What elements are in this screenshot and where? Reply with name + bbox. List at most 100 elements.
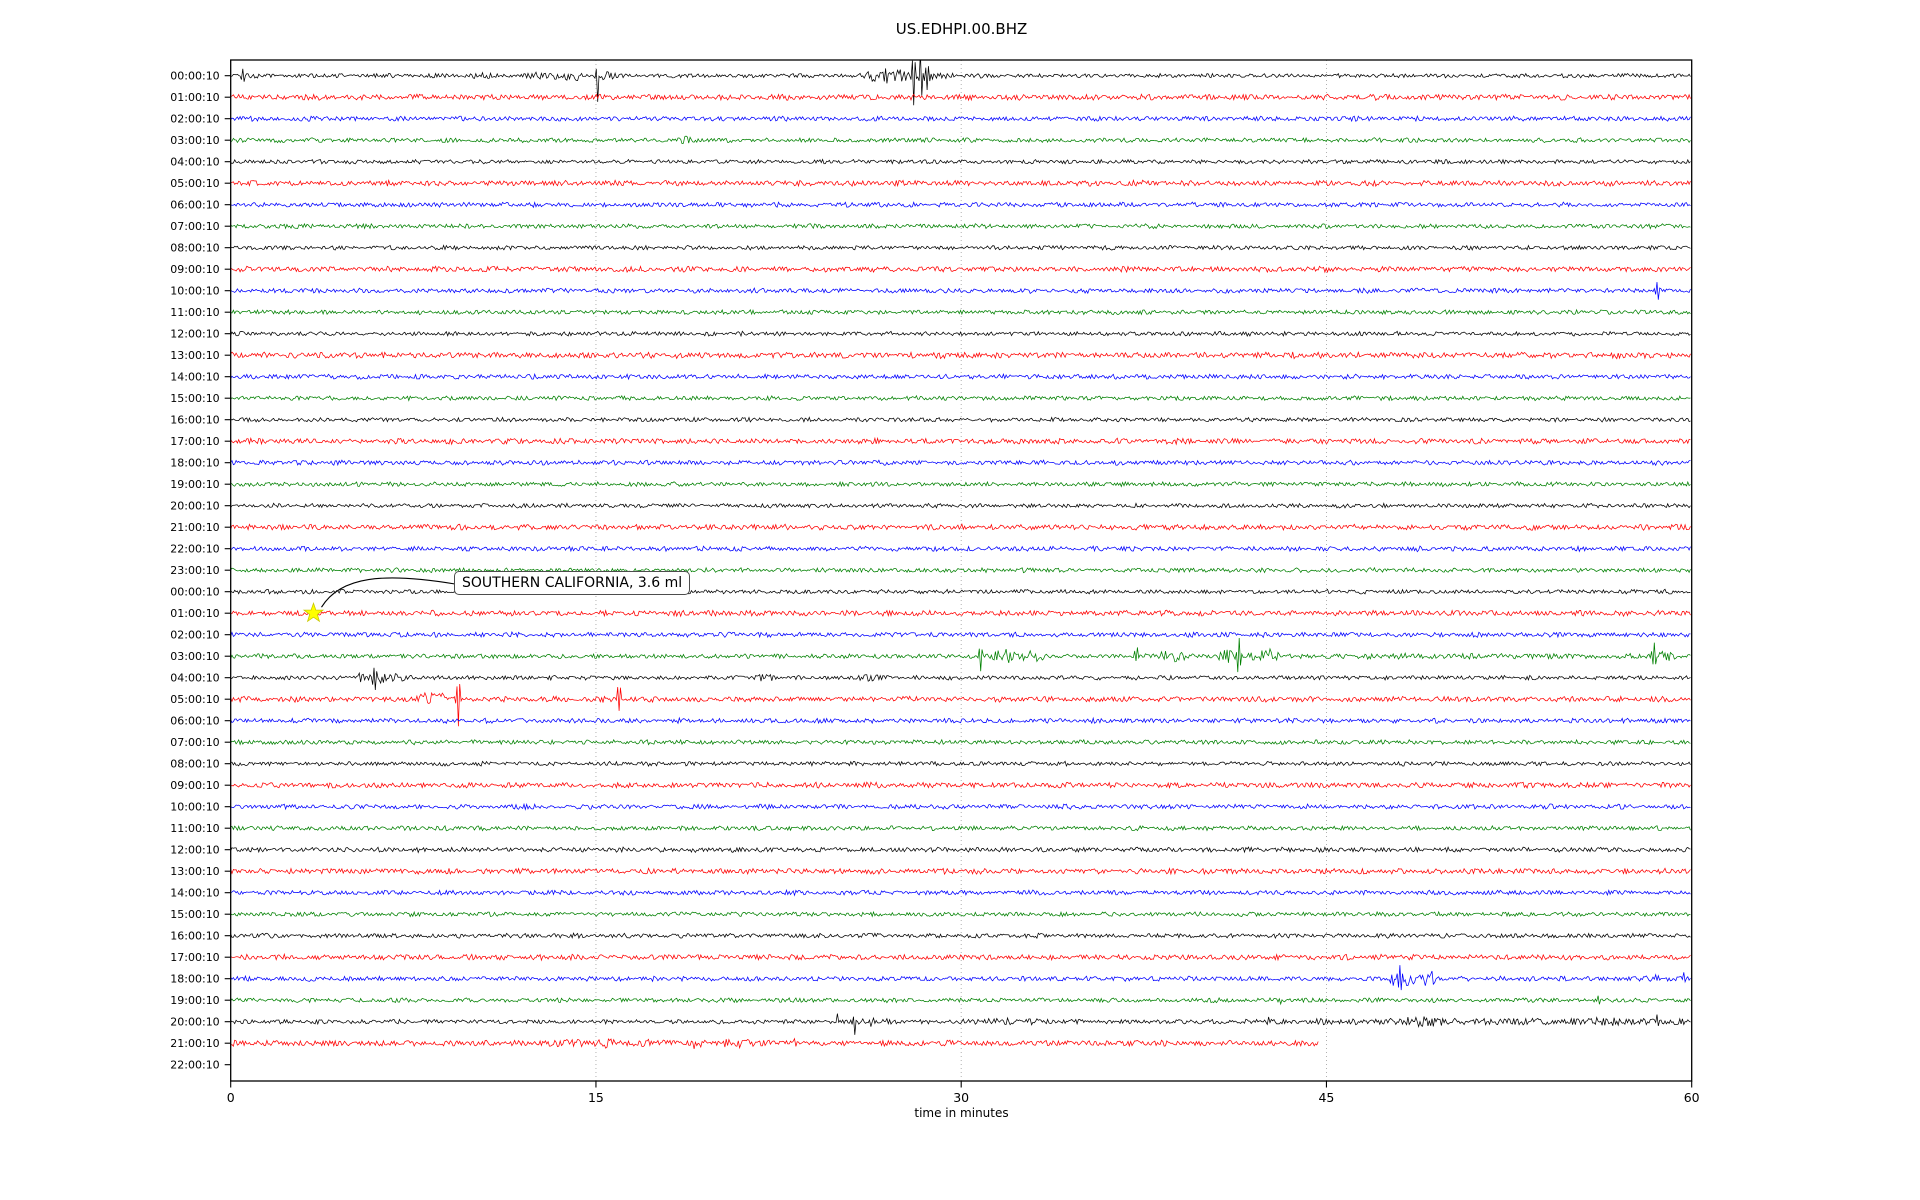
- trace-row: [230, 522, 1691, 532]
- y-axis-label: 11:00:10: [170, 306, 219, 319]
- trace-row: [230, 802, 1691, 811]
- trace-row: [230, 824, 1691, 832]
- y-axis-label: 12:00:10: [170, 844, 219, 857]
- trace-row: [230, 244, 1691, 251]
- y-axis-label: 10:00:10: [170, 285, 219, 298]
- y-axis-label: 16:00:10: [170, 930, 219, 943]
- trace-row: [230, 93, 1691, 102]
- y-axis-label: 07:00:10: [170, 220, 219, 233]
- y-axis-label: 01:00:10: [170, 607, 219, 620]
- y-axis-label: 17:00:10: [170, 435, 219, 448]
- y-axis-label: 14:00:10: [170, 887, 219, 900]
- trace-row: [230, 416, 1691, 423]
- trace-row: [230, 459, 1691, 467]
- y-axis-label: 21:00:10: [170, 521, 219, 534]
- y-axis-label: 03:00:10: [170, 134, 219, 147]
- trace-row: [230, 114, 1691, 123]
- trace-row: [230, 1037, 1319, 1050]
- y-axis-label: 22:00:10: [170, 1059, 219, 1072]
- trace-row: [230, 716, 1691, 725]
- y-axis-label: 09:00:10: [170, 263, 219, 276]
- x-axis-label: 60: [1684, 1090, 1700, 1105]
- y-axis-label: 19:00:10: [170, 994, 219, 1007]
- trace-row: [230, 502, 1691, 509]
- x-axis-title: time in minutes: [914, 1106, 1009, 1120]
- annotation-leader-line: [321, 577, 456, 608]
- trace-row: [230, 135, 1691, 145]
- trace-row: [230, 201, 1691, 209]
- y-axis-label: 22:00:10: [170, 543, 219, 556]
- trace-row: [230, 1013, 1691, 1035]
- y-axis-label: 18:00:10: [170, 457, 219, 470]
- trace-row: [230, 932, 1691, 940]
- y-axis-label: 00:00:10: [170, 586, 219, 599]
- y-axis-label: 05:00:10: [170, 693, 219, 706]
- trace-row: [230, 846, 1691, 854]
- y-axis-label: 20:00:10: [170, 500, 219, 513]
- trace-row: [230, 667, 1691, 691]
- x-axis-label: 45: [1318, 1090, 1334, 1105]
- y-axis-label: 14:00:10: [170, 371, 219, 384]
- trace-row: [230, 158, 1691, 165]
- trace-row: [230, 781, 1691, 790]
- trace-row: [230, 952, 1691, 962]
- y-axis-label: 13:00:10: [170, 865, 219, 878]
- trace-row: [230, 609, 1691, 618]
- trace-row: [230, 282, 1691, 300]
- event-annotation: SOUTHERN CALIFORNIA, 3.6 ml: [454, 571, 691, 595]
- y-axis-label: 02:00:10: [170, 113, 219, 126]
- trace-row: [230, 436, 1691, 446]
- x-axis-label: 30: [953, 1090, 969, 1105]
- y-axis-label: 04:00:10: [170, 156, 219, 169]
- trace-row: [230, 480, 1691, 488]
- trace-row: [230, 738, 1691, 746]
- trace-row: [230, 566, 1691, 574]
- y-axis-label: 13:00:10: [170, 349, 219, 362]
- trace-row: [230, 265, 1691, 274]
- y-axis-label: 08:00:10: [170, 758, 219, 771]
- trace-row: [230, 683, 1691, 727]
- trace-row: [230, 867, 1691, 876]
- y-axis-label: 09:00:10: [170, 779, 219, 792]
- trace-row: [230, 178, 1691, 188]
- trace-row: [230, 351, 1691, 360]
- y-axis-label: 19:00:10: [170, 478, 219, 491]
- y-axis-label: 00:00:10: [170, 70, 219, 83]
- trace-group: [230, 60, 1691, 1050]
- y-axis-label: 18:00:10: [170, 973, 219, 986]
- y-axis-label: 21:00:10: [170, 1037, 219, 1050]
- y-axis-label: 17:00:10: [170, 951, 219, 964]
- y-axis-label: 02:00:10: [170, 629, 219, 642]
- trace-row: [230, 888, 1691, 897]
- trace-row: [230, 631, 1691, 639]
- y-axis-label: 15:00:10: [170, 392, 219, 405]
- y-axis-label: 01:00:10: [170, 91, 219, 104]
- trace-row: [230, 995, 1691, 1006]
- y-axis-label: 23:00:10: [170, 564, 219, 577]
- y-axis-label: 08:00:10: [170, 242, 219, 255]
- trace-row: [230, 330, 1691, 338]
- y-axis-label: 03:00:10: [170, 650, 219, 663]
- y-axis-label: 15:00:10: [170, 908, 219, 921]
- trace-row: [230, 60, 1691, 106]
- y-axis-label: 04:00:10: [170, 672, 219, 685]
- trace-row: [230, 637, 1691, 673]
- y-axis-label: 16:00:10: [170, 414, 219, 427]
- trace-row: [230, 965, 1691, 991]
- y-axis-label: 20:00:10: [170, 1016, 219, 1029]
- y-axis-label: 10:00:10: [170, 801, 219, 814]
- trace-row: [230, 910, 1691, 918]
- trace-row: [230, 222, 1691, 230]
- y-axis-label: 07:00:10: [170, 736, 219, 749]
- y-axis-label: 06:00:10: [170, 715, 219, 728]
- trace-row: [230, 308, 1691, 316]
- page-title: US.EDHPI.00.BHZ: [895, 20, 1028, 38]
- trace-row: [230, 373, 1691, 381]
- trace-row: [230, 760, 1691, 768]
- y-axis-label: 05:00:10: [170, 177, 219, 190]
- plot-border: [230, 59, 1693, 1082]
- event-star-icon: [302, 601, 325, 623]
- trace-row: [230, 394, 1691, 402]
